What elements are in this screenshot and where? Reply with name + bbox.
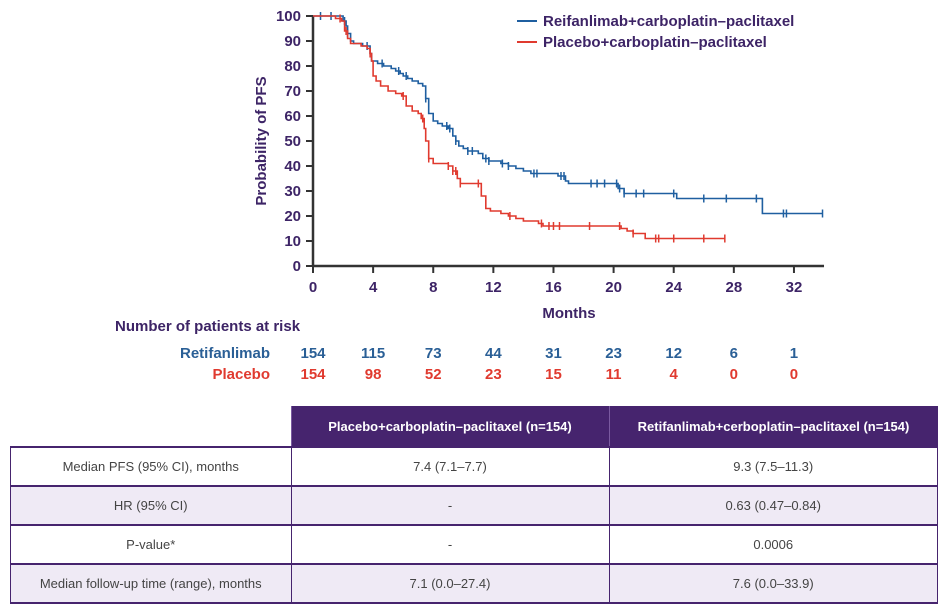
at-risk-value: 23 xyxy=(485,366,502,383)
x-tick-label: 28 xyxy=(725,279,742,296)
table-header-row: Placebo+carboplatin–paclitaxel (n=154) R… xyxy=(10,406,938,447)
retifanlimab-value: 0.0006 xyxy=(608,524,938,565)
y-tick-label: 20 xyxy=(284,208,301,225)
x-axis-title: Months xyxy=(542,305,595,322)
summary-table: Placebo+carboplatin–paclitaxel (n=154) R… xyxy=(10,406,938,604)
at-risk-label: Placebo xyxy=(212,366,270,383)
at-risk-value: 1 xyxy=(789,345,799,362)
table-row: Median follow-up time (range), months 7.… xyxy=(10,563,938,604)
km-chart: 0 10 20 30 40 50 60 70 80 90 100 0 4 8 12 16 20 24 28 32 Pr… xyxy=(253,8,825,322)
placebo-value: 7.1 (0.0–27.4) xyxy=(290,563,610,604)
at-risk-value: 4 xyxy=(669,366,678,383)
at-risk-value: 154 xyxy=(300,366,326,383)
table-row: P-value* - 0.0006 xyxy=(10,524,938,565)
at-risk-value: 154 xyxy=(300,345,326,362)
placebo-value: 7.4 (7.1–7.7) xyxy=(290,446,610,487)
at-risk-value: 15 xyxy=(545,366,562,383)
y-tick-label: 30 xyxy=(284,183,301,200)
at-risk-value: 12 xyxy=(665,345,683,362)
at-risk-value: 23 xyxy=(605,345,622,362)
row-label: Median PFS (95% CI), months xyxy=(10,446,292,487)
y-tick-label: 10 xyxy=(284,233,301,250)
axes: 0 10 20 30 40 50 60 70 80 90 100 0 4 8 12 16 20 24 28 32 xyxy=(276,8,825,296)
km-curve-placebo xyxy=(313,15,725,240)
at-risk-value: 115 xyxy=(361,345,386,362)
x-tick-label: 32 xyxy=(786,279,803,296)
legend-label-retifanlimab: Reifanlimab+carboplatin–paclitaxel xyxy=(543,13,794,30)
placebo-value: - xyxy=(290,485,610,526)
at-risk-value: 44 xyxy=(485,345,502,362)
y-axis-title: Probability of PFS xyxy=(253,76,270,205)
row-label: HR (95% CI) xyxy=(10,485,292,526)
at-risk-title: Number of patients at risk xyxy=(115,318,301,335)
row-label: Median follow-up time (range), months xyxy=(10,563,292,604)
y-tick-label: 60 xyxy=(284,108,301,125)
table-header-placebo: Placebo+carboplatin–paclitaxel (n=154) xyxy=(290,406,609,447)
x-tick-label: 16 xyxy=(545,279,562,296)
at-risk-value: 98 xyxy=(364,366,382,383)
x-tick-label: 4 xyxy=(369,279,378,296)
at-risk-value: 0 xyxy=(729,366,738,383)
table-header-blank xyxy=(10,406,291,447)
y-tick-label: 50 xyxy=(284,133,301,150)
retifanlimab-value: 7.6 (0.0–33.9) xyxy=(608,563,938,604)
at-risk-value: 0 xyxy=(789,366,799,383)
at-risk-value: 6 xyxy=(729,345,738,362)
y-tick-label: 80 xyxy=(284,58,301,75)
x-tick-label: 20 xyxy=(605,279,622,296)
retifanlimab-value: 9.3 (7.5–11.3) xyxy=(608,446,938,487)
legend-label-placebo: Placebo+carboplatin–paclitaxel xyxy=(543,34,767,51)
at-risk-value: 73 xyxy=(424,345,442,362)
y-tick-label: 70 xyxy=(284,83,301,100)
placebo-value: - xyxy=(290,524,610,565)
at-risk-label: Retifanlimab xyxy=(179,345,270,362)
table-header-retifanlimab: Retifanlimab+cerboplatin–paclitaxel (n=1… xyxy=(608,406,938,447)
series-layer xyxy=(313,12,824,243)
y-tick-label: 0 xyxy=(293,258,301,275)
x-tick-label: 12 xyxy=(485,279,502,296)
y-tick-label: 40 xyxy=(284,158,301,175)
at-risk-value: 52 xyxy=(424,366,442,383)
y-tick-label: 100 xyxy=(276,8,301,25)
x-tick-label: 8 xyxy=(429,279,437,296)
table-row: Median PFS (95% CI), months 7.4 (7.1–7.7… xyxy=(10,446,938,487)
y-tick-label: 90 xyxy=(284,33,301,50)
at-risk-value: 31 xyxy=(545,345,562,362)
legend: Reifanlimab+carboplatin–paclitaxel Place… xyxy=(517,13,794,51)
x-tick-label: 24 xyxy=(665,279,682,296)
km-curve-retifanlimab xyxy=(313,15,823,215)
retifanlimab-value: 0.63 (0.47–0.84) xyxy=(608,485,938,526)
at-risk-value: 11 xyxy=(605,366,622,383)
row-label: P-value* xyxy=(10,524,292,565)
x-tick-label: 0 xyxy=(309,279,317,296)
table-row: HR (95% CI) - 0.63 (0.47–0.84) xyxy=(10,485,938,526)
